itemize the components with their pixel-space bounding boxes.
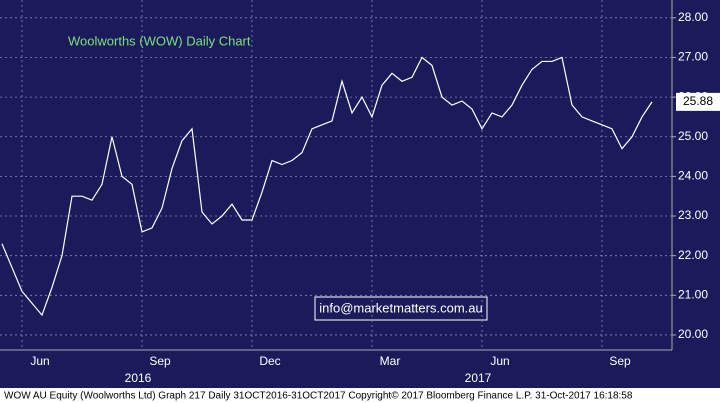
- footer: WOW AU Equity (Woolworths Ltd) Graph 217…: [4, 391, 633, 402]
- footer-background: [0, 388, 720, 403]
- x-tick-label: Dec: [259, 354, 280, 368]
- annotation: info@marketmatters.com.au: [319, 300, 482, 315]
- x-tick-label: Sep: [149, 354, 171, 368]
- x-tick-label: Jun: [30, 354, 49, 368]
- annotation-box: [314, 296, 488, 321]
- x-tick-label: Jun: [490, 354, 509, 368]
- last-price-label: 25.88: [683, 94, 713, 108]
- y-tick-label: 22.00: [678, 248, 708, 262]
- last-price-box: [676, 92, 720, 111]
- y-tick-label: 25.00: [678, 129, 708, 143]
- y-tick-label: 28.00: [678, 10, 708, 24]
- x-year-label: 2017: [465, 371, 492, 385]
- y-tick-label: 27.00: [678, 50, 708, 64]
- y-tick-label: 24.00: [678, 169, 708, 183]
- chart-title: Woolworths (WOW) Daily Chart: [68, 33, 251, 48]
- plot-layer: 20.0021.0022.0023.0024.0025.0026.0027.00…: [0, 0, 720, 385]
- y-tick-label: 21.00: [678, 287, 708, 301]
- x-tick-label: Mar: [380, 354, 401, 368]
- price-line: [1, 56, 653, 317]
- y-tick-label: 20.00: [678, 327, 708, 341]
- plot-background: [0, 0, 720, 388]
- y-tick-label: 23.00: [678, 208, 708, 222]
- x-year-label: 2016: [125, 371, 152, 385]
- x-tick-label: Sep: [609, 354, 631, 368]
